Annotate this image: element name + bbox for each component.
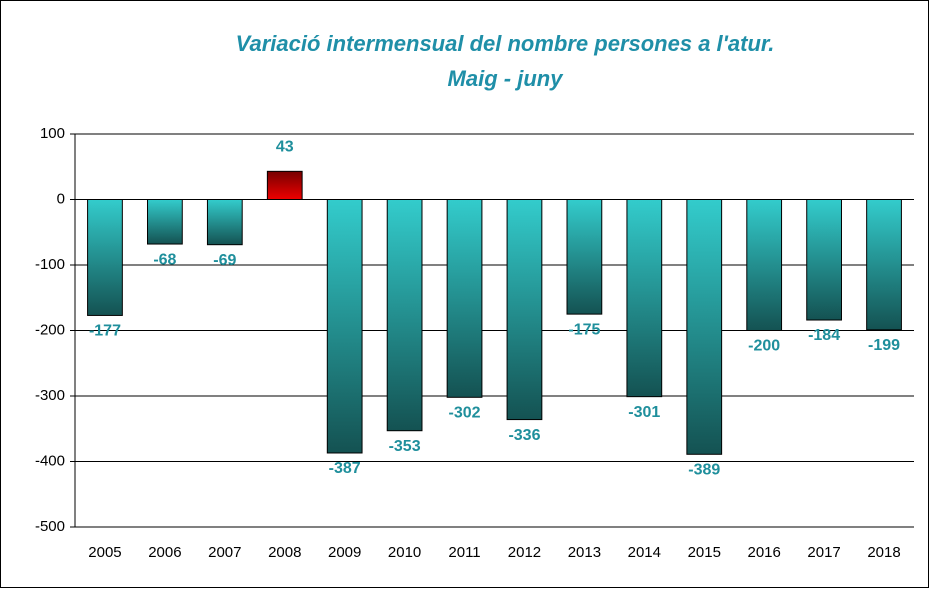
value-label: 43: [276, 139, 294, 156]
x-tick-label: 2011: [448, 544, 480, 561]
x-tick-label: 2008: [268, 544, 301, 561]
value-label: -69: [213, 252, 236, 269]
value-label: -353: [389, 438, 421, 455]
bar: [626, 199, 663, 398]
x-tick-label: 2013: [568, 544, 601, 561]
bar: [87, 199, 123, 316]
x-tick-label: 2017: [807, 544, 840, 561]
y-tick-label: 100: [40, 125, 65, 142]
x-tick-label: 2018: [867, 544, 900, 561]
bar: [686, 199, 723, 455]
bar: [147, 199, 183, 245]
value-label: -184: [808, 327, 840, 344]
bar: [446, 199, 483, 398]
value-label: -175: [568, 321, 600, 338]
chart-title: Variació intermensual del nombre persone…: [236, 31, 775, 56]
value-label: -199: [868, 337, 900, 354]
x-tick-label: 2012: [508, 544, 541, 561]
value-label: -301: [628, 404, 660, 421]
bar: [386, 199, 423, 432]
y-tick-label: 0: [57, 190, 65, 207]
chart-subtitle: Maig - juny: [448, 66, 565, 91]
y-tick-label: -300: [35, 387, 65, 404]
bar: [566, 199, 603, 315]
bar: [266, 170, 303, 201]
bar: [506, 199, 543, 421]
x-tick-label: 2005: [88, 544, 121, 561]
bar: [746, 199, 783, 331]
x-tick-label: 2015: [688, 544, 721, 561]
x-tick-label: 2007: [208, 544, 241, 561]
value-label: -68: [153, 251, 176, 268]
value-label: -200: [748, 338, 780, 355]
x-tick-label: 2014: [628, 544, 661, 561]
value-label: -177: [89, 323, 121, 340]
bar: [326, 199, 363, 454]
value-label: -389: [688, 462, 720, 479]
bar: [206, 199, 243, 246]
value-label: -302: [449, 405, 481, 422]
y-tick-label: -500: [35, 518, 65, 535]
x-tick-label: 2010: [388, 544, 421, 561]
value-label: -387: [329, 460, 361, 477]
bar: [866, 199, 902, 331]
x-tick-label: 2006: [148, 544, 181, 561]
y-tick-label: -200: [35, 321, 65, 338]
y-tick-label: -100: [35, 256, 65, 273]
x-tick-label: 2009: [328, 544, 361, 561]
bar: [806, 199, 842, 321]
value-label: -336: [508, 427, 540, 444]
x-tick-label: 2016: [747, 544, 780, 561]
y-tick-label: -400: [35, 452, 65, 469]
